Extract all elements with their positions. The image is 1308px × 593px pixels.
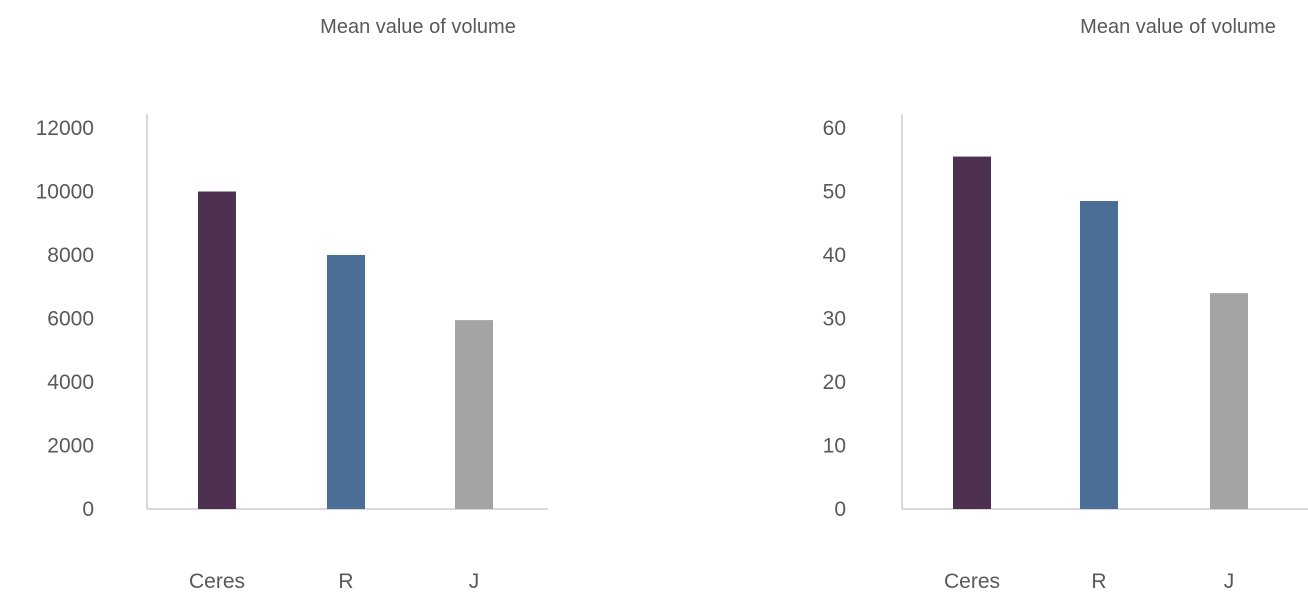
bar-r (327, 255, 365, 509)
y-tick-label: 10 (823, 435, 846, 458)
y-tick-label: 20 (823, 371, 846, 394)
bar-r (1080, 201, 1118, 509)
chart-title: Mean value of volume (1080, 16, 1276, 38)
y-tick-label: 6000 (47, 308, 94, 331)
y-tick-label: 8000 (47, 244, 94, 267)
y-tick-label: 30 (823, 308, 846, 331)
y-tick-label: 0 (82, 498, 94, 521)
x-tick-label: R (1091, 570, 1106, 593)
plot-area: 0 2000 4000 6000 8000 10000 12000 Ceres R J (36, 114, 548, 593)
y-tick-label: 40 (823, 244, 846, 267)
y-tick-label: 4000 (47, 371, 94, 394)
bar-ceres (198, 191, 236, 509)
bar-ceres (953, 156, 991, 509)
chart-right: Mean value of volume 0 10 20 30 40 50 60 Ceres R… (760, 0, 1308, 593)
bar-j (455, 320, 493, 509)
chart-left: Mean value of volume 0 2000 4000 6000 8000 10… (0, 0, 560, 593)
y-tick-label: 10000 (36, 181, 94, 204)
x-tick-label: J (1224, 570, 1235, 593)
chart-title: Mean value of volume (320, 16, 516, 38)
y-tick-label: 0 (834, 498, 846, 521)
y-tick-label: 50 (823, 181, 846, 204)
x-tick-label: Ceres (944, 570, 1000, 593)
x-tick-label: J (469, 570, 480, 593)
plot-area: 0 10 20 30 40 50 60 Ceres R J (823, 114, 1308, 593)
y-tick-label: 60 (823, 117, 846, 140)
y-tick-label: 2000 (47, 435, 94, 458)
x-tick-label: R (338, 570, 353, 593)
x-tick-label: Ceres (189, 570, 245, 593)
bar-j (1210, 293, 1248, 509)
y-tick-label: 12000 (36, 117, 94, 140)
chart-right-svg: Mean value of volume 0 10 20 30 40 50 60 Ceres R… (823, 16, 1308, 593)
chart-left-svg: Mean value of volume 0 2000 4000 6000 8000 10… (36, 16, 548, 593)
